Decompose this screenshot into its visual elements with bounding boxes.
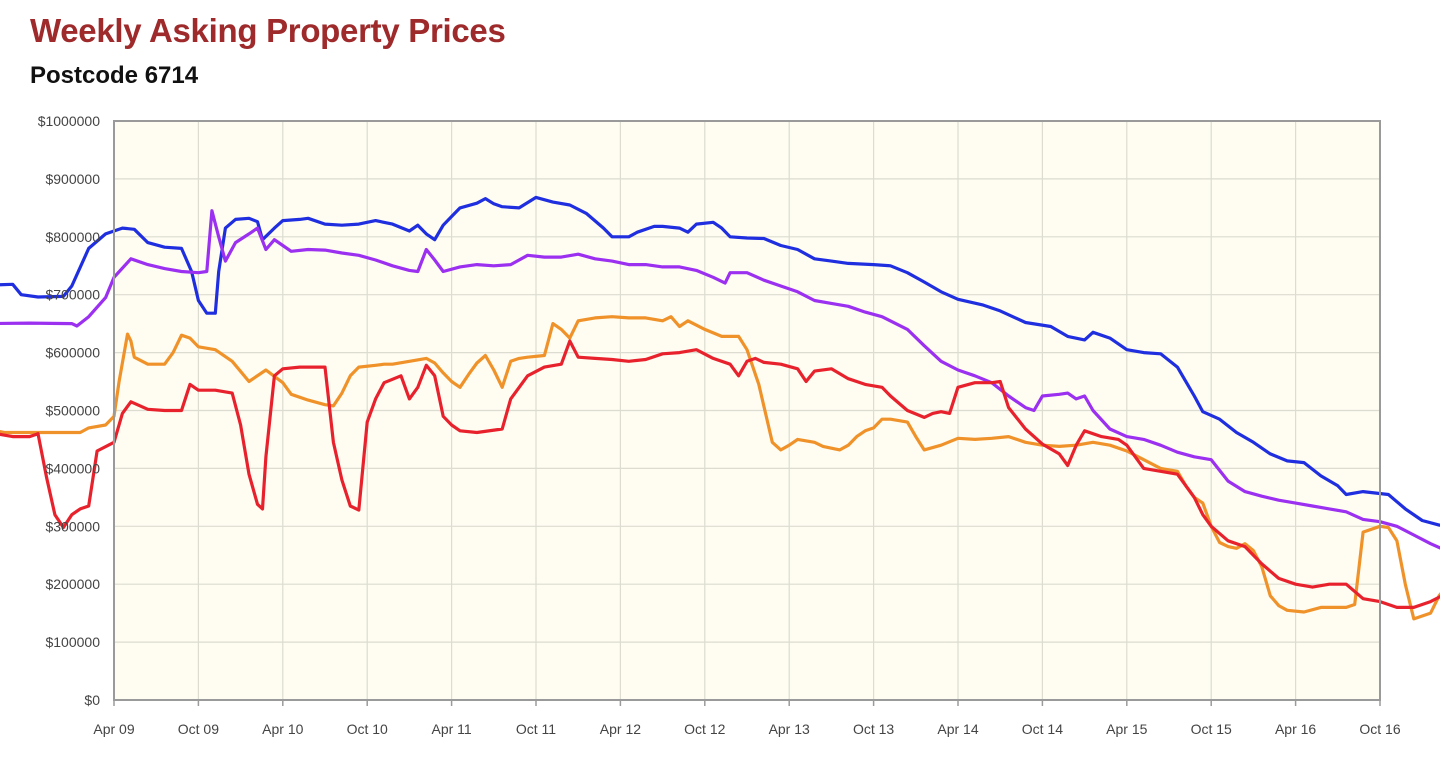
x-tick-label: Apr 16: [1275, 721, 1316, 737]
y-tick-label: $900000: [45, 171, 100, 187]
x-tick-label: Apr 10: [262, 721, 303, 737]
series-line-4: [0, 339, 1440, 609]
y-tick-label: $400000: [45, 460, 100, 476]
y-tick-label: $500000: [45, 403, 100, 419]
y-tick-label: $1000000: [38, 113, 101, 129]
x-tick-label: Apr 12: [600, 721, 641, 737]
x-tick-label: Oct 16: [1359, 721, 1400, 737]
chart-subtitle: Postcode 6714: [30, 62, 199, 89]
x-tick-label: Oct 14: [1022, 721, 1063, 737]
x-tick-label: Oct 11: [516, 721, 556, 737]
y-tick-label: $300000: [45, 518, 100, 534]
y-tick-label: $100000: [45, 634, 100, 650]
x-tick-label: Oct 15: [1191, 721, 1232, 737]
series-line-2: [0, 209, 1440, 550]
x-tick-label: Oct 13: [853, 721, 894, 737]
x-tick-label: Apr 11: [431, 721, 471, 737]
y-axis-ticks: $0 $100000 $200000 $300000 $400000 $500000 $60…: [38, 113, 101, 708]
chart-title: Weekly Asking Property Prices: [30, 12, 506, 49]
x-tick-label: Apr 13: [769, 721, 810, 737]
x-tick-label: Apr 09: [93, 721, 134, 737]
y-tick-label: $600000: [45, 345, 100, 361]
y-tick-label: $0: [84, 692, 100, 708]
series-line-3: [0, 315, 1440, 621]
series-lines: [0, 195, 1440, 621]
x-axis-ticks: Apr 09 Oct 09 Apr 10 Oct 10 Apr 11 Oct 11 Apr …: [93, 700, 1401, 737]
x-tick-label: Apr 15: [1106, 721, 1147, 737]
x-tick-label: Apr 14: [937, 721, 978, 737]
plot-border: [113, 120, 1381, 701]
y-tick-label: $700000: [45, 287, 100, 303]
grid-lines: [114, 121, 1380, 700]
y-tick-label: $200000: [45, 576, 100, 592]
x-tick-label: Oct 10: [347, 721, 388, 737]
series-line-1: [0, 195, 1440, 527]
x-tick-label: Oct 12: [684, 721, 725, 737]
x-tick-label: Oct 09: [178, 721, 219, 737]
y-tick-label: $800000: [45, 229, 100, 245]
